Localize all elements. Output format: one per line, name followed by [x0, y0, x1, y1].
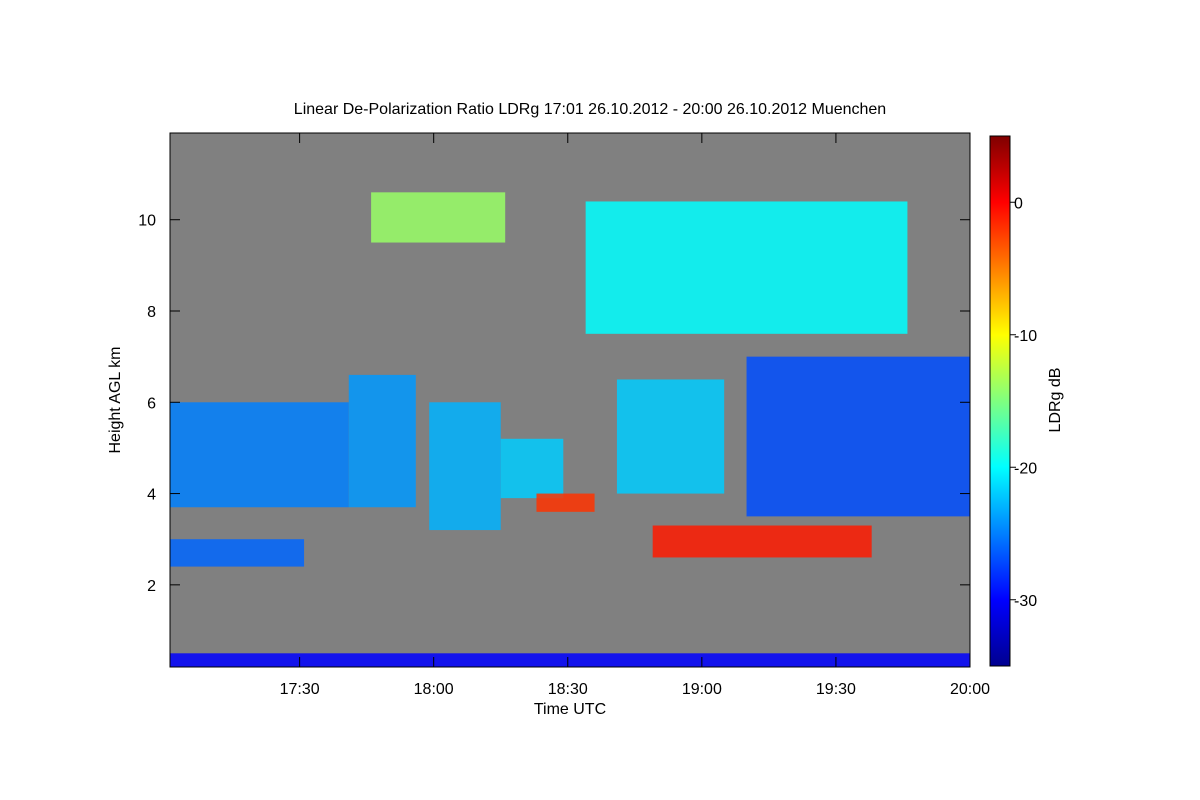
plot-frame: [169, 132, 971, 668]
y-tick-label-3: 8: [147, 304, 156, 321]
region-cloud-5: [746, 356, 970, 517]
chart-title: Linear De-Polarization Ratio LDRg 17:01 …: [294, 101, 886, 118]
x-tick-label-3: 19:00: [682, 681, 722, 698]
x-tick-label-5: 20:00: [950, 681, 990, 698]
x-tick-label-1: 18:00: [414, 681, 454, 698]
region-thin-cirrus-7: [371, 192, 506, 243]
colorbar: [989, 135, 1011, 667]
region-high-depolarization-layer-9: [652, 525, 872, 558]
region-boundary-layer-11: [170, 653, 970, 667]
x-tick-label-2: 18:30: [548, 681, 588, 698]
data-regions: [170, 192, 970, 667]
colorbar-ticks: 0 -10 -20 -30: [1010, 195, 1037, 610]
colorbar-label: LDRg dB: [1047, 368, 1064, 433]
y-axis-label: Height AGL km: [107, 346, 124, 453]
y-tick-label-4: 10: [138, 213, 156, 230]
colorbar-tick-label-0: 0: [1014, 195, 1023, 212]
region-upper-cloud-6: [585, 201, 908, 334]
x-axis-label: Time UTC: [534, 701, 606, 718]
colorbar-tick-label-3: -30: [1014, 593, 1037, 610]
region-high-depolarization-layer-8: [536, 493, 595, 512]
colorbar-tick-label-1: -10: [1014, 328, 1037, 345]
colorbar-tick-label-2: -20: [1014, 460, 1037, 477]
y-tick-label-2: 6: [147, 395, 156, 412]
y-tick-label-1: 4: [147, 487, 156, 504]
y-tick-label-0: 2: [147, 578, 156, 595]
region-fall-streak-2: [429, 402, 501, 531]
x-tick-label-0: 17:30: [280, 681, 320, 698]
x-tick-label-4: 19:30: [816, 681, 856, 698]
region-cloud-0: [170, 402, 349, 508]
region-fall-streak-4: [616, 379, 725, 494]
region-fall-streak-1: [348, 374, 416, 508]
y-axis: 2 4 6 8 10: [138, 213, 970, 595]
region-lower-layer-10: [170, 539, 305, 567]
x-axis: 17:30 18:00 18:30 19:00 19:30 20:00: [280, 133, 990, 698]
region-fall-streak-3: [500, 438, 564, 499]
